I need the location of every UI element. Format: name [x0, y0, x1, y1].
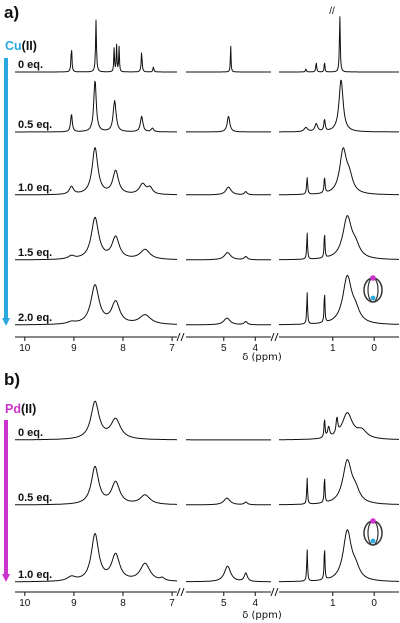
series-line-0-5-eq-segment-1 — [15, 465, 177, 506]
x-tick-label: 8 — [120, 598, 126, 609]
panel-a-metal-label: Cu(II) — [5, 39, 37, 53]
panel-a-series-labels: 0 eq. 0.5 eq. 1.0 eq. 1.5 eq. 2.0 eq. — [18, 59, 52, 324]
series-label: 1.0 eq. — [18, 182, 52, 194]
x-tick-label: 9 — [71, 598, 77, 609]
panel-a-x-axis: 10 9 8 7 5 4 1 0 — [15, 332, 399, 354]
series-line-2-0-eq-segment-1 — [15, 284, 178, 326]
x-tick-label: 8 — [120, 343, 126, 354]
series-line-0-eq-segment-1 — [15, 400, 177, 441]
panel-b-metal-label: Pd(II) — [5, 402, 36, 416]
x-tick-label: 10 — [19, 343, 31, 354]
series-line-1-5-eq-segment-3 — [278, 215, 399, 261]
x-tick-label: 7 — [169, 343, 175, 354]
panel-a: a) Cu(II) 0 eq. 0.5 eq. 1.0 eq. 1.5 eq. 2.0 … — [2, 3, 399, 363]
panel-b: b) Pd(II) 0 eq. 0.5 eq. 1.0 eq. 10 9 8 7 5 4 1 0 … — [2, 370, 399, 621]
series-line-0-5-eq-segment-3 — [279, 79, 399, 133]
panel-b-x-axis: 10 9 8 7 5 4 1 0 — [15, 587, 399, 609]
series-line-0-5-eq-segment-2 — [185, 115, 272, 133]
series-line-1-0-eq-segment-3 — [279, 147, 399, 196]
panel-b-traces — [15, 400, 399, 583]
panel-b-label: b) — [4, 370, 20, 389]
series-line-1-0-eq-segment-1 — [15, 147, 177, 196]
series-label: 2.0 eq. — [18, 312, 52, 324]
panel-a-metal-oxidation: (II) — [22, 39, 37, 53]
series-line-0-eq-segment-3 — [279, 412, 399, 441]
panel-b-series-labels: 0 eq. 0.5 eq. 1.0 eq. — [18, 427, 52, 581]
x-tick-label: 7 — [169, 598, 175, 609]
panel-a-label: a) — [4, 3, 19, 22]
series-line-1-0-eq-segment-2 — [185, 186, 272, 196]
series-label: 1.5 eq. — [18, 247, 52, 259]
series-label: 0 eq. — [18, 59, 43, 71]
x-axis-break-mark — [176, 332, 185, 342]
x-tick-label: 1 — [330, 598, 336, 609]
series-line-1-0-eq-segment-2 — [185, 565, 272, 583]
series-line-0-5-eq-segment-1 — [15, 80, 177, 133]
series-line-1-0-eq-segment-1 — [15, 533, 178, 583]
x-tick-label: 4 — [252, 343, 258, 354]
truncated-peak-marker: // — [329, 6, 335, 17]
series-label: 0.5 eq. — [18, 492, 52, 504]
x-tick-label: 10 — [19, 598, 31, 609]
series-line-1-0-eq-segment-3 — [279, 529, 399, 583]
series-label: 0 eq. — [18, 427, 43, 439]
panel-b-x-axis-title: δ (ppm) — [242, 610, 282, 621]
x-axis-break-mark — [176, 587, 185, 597]
series-line-1-5-eq-segment-1 — [15, 216, 177, 261]
series-label: 1.0 eq. — [18, 569, 52, 581]
panel-a-metal-symbol: Cu — [5, 39, 22, 53]
x-tick-label: 1 — [330, 343, 336, 354]
series-line-0-5-eq-segment-3 — [279, 459, 399, 506]
series-line-0-eq-segment-2 — [185, 45, 272, 73]
x-tick-label: 0 — [371, 598, 377, 609]
x-axis-break-mark — [270, 332, 279, 342]
x-tick-label: 4 — [252, 598, 258, 609]
series-label: 0.5 eq. — [18, 119, 52, 131]
series-line-2-0-eq-segment-3 — [279, 274, 399, 326]
series-line-2-0-eq-segment-2 — [185, 317, 272, 326]
cage-icon — [363, 518, 383, 546]
panel-b-metal-symbol: Pd — [5, 402, 21, 416]
series-line-1-5-eq-segment-2 — [185, 252, 272, 261]
x-tick-label: 5 — [221, 343, 227, 354]
x-tick-label: 9 — [71, 343, 77, 354]
series-line-0-eq-segment-3 — [279, 16, 399, 73]
series-line-0-eq-segment-1 — [15, 19, 177, 73]
cage-icon — [363, 275, 383, 303]
panel-a-x-axis-title: δ (ppm) — [242, 352, 282, 363]
series-line-0-5-eq-segment-2 — [185, 497, 272, 506]
panel-b-metal-oxidation: (II) — [21, 402, 36, 416]
x-axis-break-mark — [270, 587, 279, 597]
x-tick-label: 0 — [371, 343, 377, 354]
panel-a-traces — [15, 16, 399, 326]
x-tick-label: 5 — [221, 598, 227, 609]
